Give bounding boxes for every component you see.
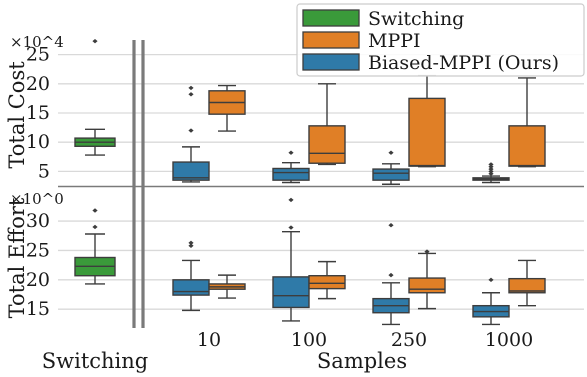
cost-biased-mppi-box-flier	[488, 164, 494, 169]
cost-mppi-box	[508, 77, 546, 168]
legend-swatch	[302, 9, 360, 27]
effort-biased-mppi-box	[172, 240, 210, 312]
cost-biased-mppi-box-iqr-box	[272, 167, 310, 181]
effort-biased-mppi-box-flier	[188, 240, 194, 246]
cost-biased-mppi-box-flier	[488, 166, 494, 172]
cost-biased-mppi-box-flier	[188, 92, 194, 97]
effort-biased-mppi-box	[472, 277, 510, 326]
cost-mppi-box-iqr-box	[308, 125, 346, 164]
effort-mppi-box	[508, 259, 546, 307]
cost-mppi-box	[208, 84, 246, 132]
cost-switching-box	[74, 38, 116, 156]
cost-mppi-box	[408, 74, 446, 168]
effort-mppi-box-iqr-box	[308, 275, 346, 290]
legend-label: Switching	[368, 8, 464, 30]
legend-swatch	[302, 31, 360, 49]
effort-y-tick-label: 25	[26, 239, 50, 261]
effort-switching-box-flier	[92, 224, 98, 230]
effort-switching-box	[74, 208, 116, 285]
legend-swatch	[302, 53, 360, 71]
bottom-y-multiplier: ×10^0	[10, 190, 64, 208]
effort-biased-mppi-box-flier	[388, 222, 394, 228]
effort-y-tick-label: 15	[26, 298, 50, 320]
cost-biased-mppi-box-flier	[488, 171, 494, 176]
cost-biased-mppi-box	[372, 150, 410, 185]
cost-biased-mppi-box-flier	[488, 169, 494, 174]
effort-biased-mppi-box	[272, 197, 310, 322]
bottom-y-axis-label: Total Effort	[5, 197, 29, 318]
cost-y-tick-label: 5	[38, 160, 50, 182]
cost-mppi-box	[308, 83, 346, 166]
x-tick-label: 250	[391, 329, 427, 351]
cost-biased-mppi-box-flier	[188, 128, 194, 133]
cost-y-tick-label: 15	[26, 102, 50, 124]
cost-mppi-box-iqr-box	[408, 97, 446, 167]
axis-layer: Total Cost Total Effort ×10^4 ×10^0 Swit…	[5, 33, 533, 373]
cost-mppi-box-iqr-box	[508, 125, 546, 167]
effort-switching-box-flier	[92, 208, 98, 213]
x-tick-label: 1000	[485, 329, 533, 351]
cost-biased-mppi-box	[172, 85, 210, 183]
effort-biased-mppi-box-flier	[488, 277, 494, 283]
legend-label: MPPI	[368, 30, 421, 52]
effort-biased-mppi-box-flier	[288, 225, 294, 230]
effort-mppi-box	[408, 249, 446, 310]
switching-x-label: Switching	[42, 349, 149, 373]
cost-biased-mppi-box-iqr-box	[172, 161, 210, 181]
cost-y-tick-label: 20	[26, 73, 50, 95]
cost-biased-mppi-box-iqr-box	[372, 168, 410, 181]
cost-biased-mppi-box-flier	[288, 150, 294, 155]
effort-biased-mppi-box-iqr-box	[172, 279, 210, 296]
effort-y-tick-label: 30	[26, 210, 50, 232]
cost-switching-box-flier	[92, 38, 98, 44]
effort-y-tick-label: 20	[26, 269, 50, 291]
effort-mppi-box	[208, 274, 246, 299]
x-tick-label: 100	[291, 329, 327, 351]
legend-frame	[296, 3, 585, 77]
x-tick-label: 10	[197, 329, 221, 351]
cost-biased-mppi-box-flier	[488, 162, 494, 167]
effort-mppi-box-flier	[424, 249, 430, 254]
effort-biased-mppi-box-flier	[288, 197, 294, 203]
effort-mppi-box-iqr-box	[508, 277, 546, 294]
marks-layer	[74, 38, 546, 326]
panel-separators	[58, 40, 584, 328]
cost-biased-mppi-box	[272, 150, 310, 184]
cost-biased-mppi-box	[472, 162, 510, 184]
effort-biased-mppi-box	[372, 222, 410, 326]
cost-biased-mppi-box-flier	[188, 85, 194, 91]
effort-biased-mppi-box-iqr-box	[272, 276, 310, 309]
legend-label: Biased-MPPI (Ours)	[368, 52, 559, 74]
effort-biased-mppi-box-flier	[388, 272, 394, 278]
x-axis-label: Samples	[317, 349, 407, 373]
cost-y-tick-label: 10	[26, 131, 50, 153]
effort-mppi-box	[308, 260, 346, 300]
cost-biased-mppi-box-flier	[388, 150, 394, 155]
top-y-axis-label: Total Cost	[5, 61, 29, 169]
grid-layer	[58, 53, 584, 310]
top-y-multiplier: ×10^4	[10, 33, 64, 51]
effort-mppi-box-iqr-box	[408, 277, 446, 294]
cost-y-tick-label: 25	[26, 44, 50, 66]
effort-biased-mppi-box-flier	[188, 243, 194, 248]
